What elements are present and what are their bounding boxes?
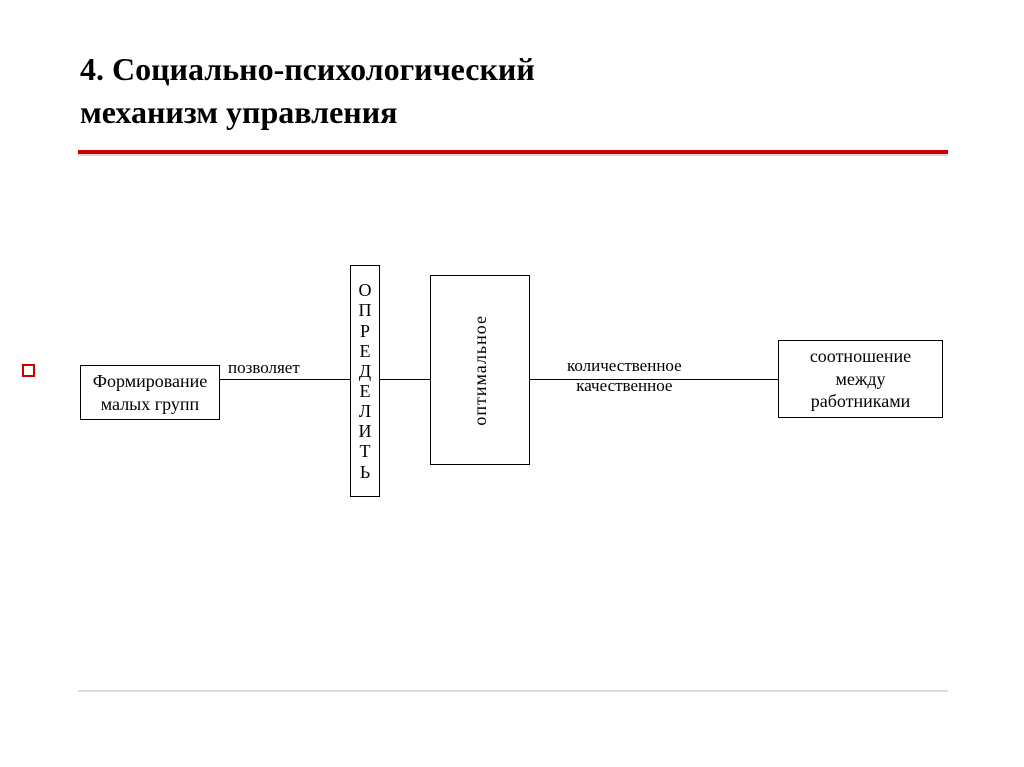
node-optimal-text: оптимальное <box>469 315 492 426</box>
label-allows: позволяет <box>228 358 300 378</box>
node-optimal: оптимальное <box>430 275 530 465</box>
node-formation: Формированиемалых групп <box>80 365 220 420</box>
node-formation-text: Формированиемалых групп <box>93 370 207 415</box>
connector-1 <box>220 379 350 380</box>
title-accent-shadow <box>78 154 948 156</box>
slide-bullet-icon <box>22 364 35 377</box>
slide-title: 4. Социально-психологический механизм уп… <box>80 48 535 134</box>
connector-2 <box>380 379 430 380</box>
node-define: ОПРЕДЕЛИТЬ <box>350 265 380 497</box>
node-ratio-text: соотношениемеждуработниками <box>810 345 911 413</box>
title-line1: 4. Социально-психологический <box>80 48 535 91</box>
node-define-text: ОПРЕДЕЛИТЬ <box>359 280 372 482</box>
title-line2: механизм управления <box>80 91 535 134</box>
footer-line <box>78 690 948 692</box>
node-ratio: соотношениемеждуработниками <box>778 340 943 418</box>
label-quant-qual: количественноекачественное <box>567 356 682 397</box>
